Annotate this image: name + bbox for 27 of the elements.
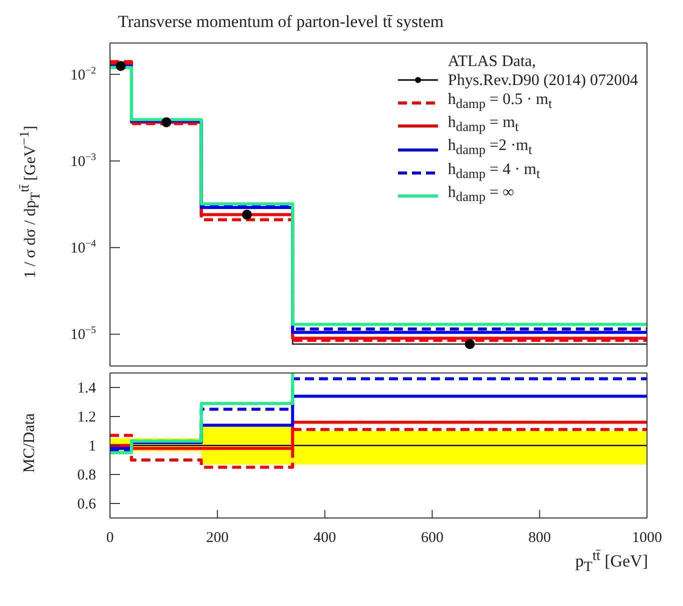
y-tick-label: 1.4 — [77, 380, 96, 396]
point — [116, 60, 126, 71]
point — [464, 339, 475, 350]
y-tick-label: 10$^{−2}$ — [70, 65, 96, 84]
y-tick-label: 1.2 — [77, 410, 96, 426]
x-tick-label: 400 — [314, 530, 336, 546]
x-tick-label: 600 — [420, 530, 444, 546]
legend-label: h$_{damp}$ = m$_{t}$ — [448, 113, 519, 136]
y-tick-label: 10$^{−3}$ — [70, 152, 96, 170]
y-tick-label: 1 — [88, 438, 96, 454]
y-tick-label: 0.6 — [77, 496, 96, 512]
legend-label: h$_{damp}$ = 0.5 · m$_{t}$ — [448, 90, 552, 114]
x-tick-label: 800 — [528, 530, 551, 546]
legend-label: h$_{damp}$ = 4 · m$_{t}$ — [448, 160, 540, 183]
point — [242, 210, 252, 220]
y-tick-label: 10$^{−4}$ — [70, 238, 96, 257]
x-tick-label: 0 — [106, 530, 114, 546]
x-axis-title: p$_{T}$$^{tt̄}$ [GeV] — [574, 548, 648, 576]
legend-label: h$_{damp}$ =2 ·m$_{t}$ — [448, 136, 532, 160]
legend-label: h$_{damp}$ = ∞ — [448, 182, 514, 206]
chart-title: Transverse momentum of parton-level tt̄ system — [118, 11, 445, 33]
y-tick-label: 10$^{−5}$ — [70, 325, 96, 344]
y-axis-title: MC/Data — [21, 413, 39, 473]
y-tick-label: 0.8 — [77, 468, 96, 484]
point — [161, 117, 172, 128]
x-tick-label: 200 — [206, 530, 229, 546]
x-tick-label: 1000 — [632, 530, 662, 546]
